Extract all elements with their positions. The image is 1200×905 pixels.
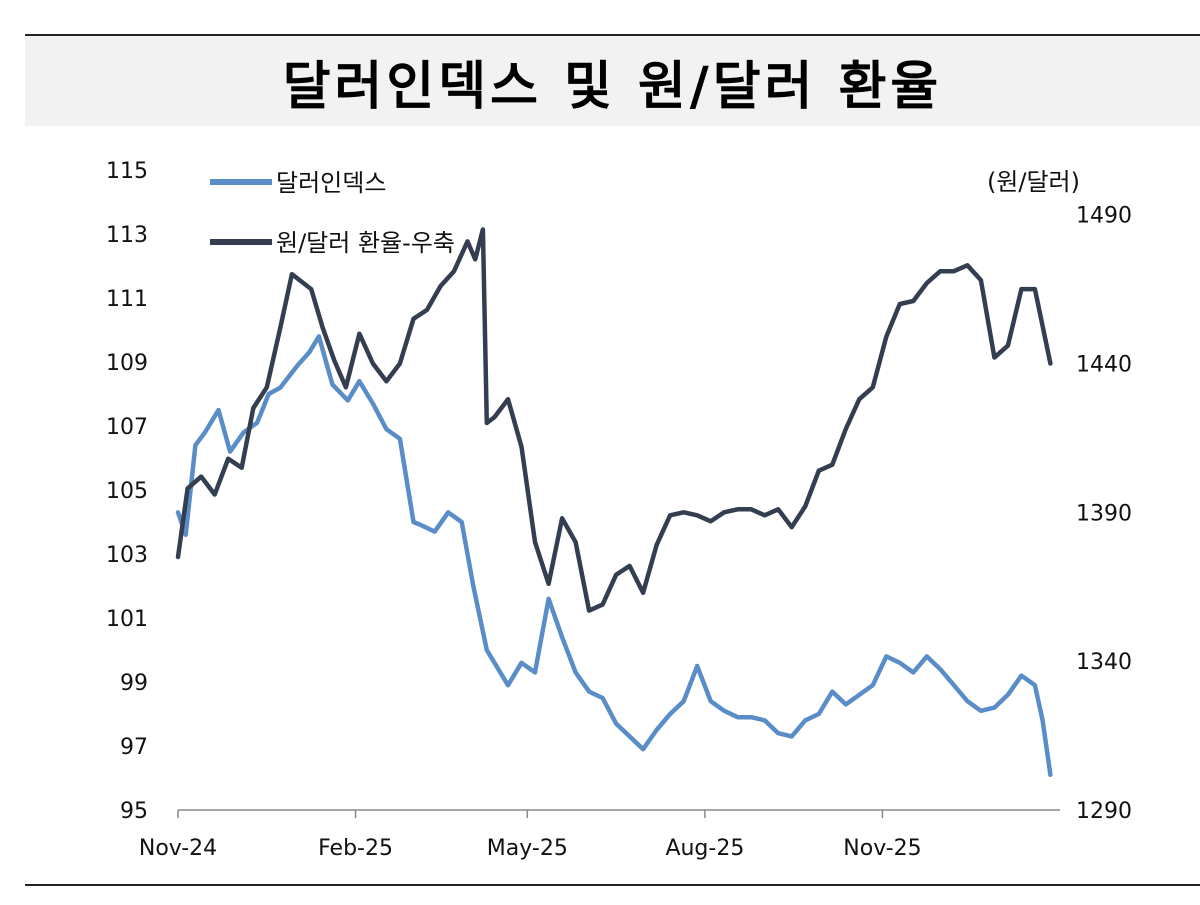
- y-left-tick-label: 113: [106, 223, 148, 248]
- bottom-rule: [25, 884, 1200, 886]
- legend-label: 원/달러 환율-우축: [276, 229, 455, 257]
- y-right-unit-label: (원/달러): [987, 168, 1080, 196]
- y-right-tick-label: 1290: [1076, 799, 1132, 824]
- series-line-krw-usd: [175, 227, 1053, 613]
- y-right-tick-label: 1340: [1076, 650, 1132, 675]
- series-line-dollar-index: [175, 334, 1053, 778]
- x-tick-label: Nov-24: [139, 836, 217, 861]
- y-left-tick-label: 111: [106, 287, 148, 312]
- y-left-tick-label: 95: [120, 799, 148, 824]
- x-tick-label: May-25: [487, 836, 568, 861]
- y-left-tick-label: 97: [120, 735, 148, 760]
- y-left-tick-label: 99: [120, 671, 148, 696]
- y-left-tick-label: 109: [106, 351, 148, 376]
- y-right-tick-label: 1440: [1076, 352, 1132, 377]
- y-right-tick-label: 1390: [1076, 501, 1132, 526]
- x-tick-label: Feb-25: [318, 836, 393, 861]
- y-right-tick-label: 1490: [1076, 204, 1132, 229]
- x-tick-label: Aug-25: [665, 836, 744, 861]
- y-left-tick-label: 101: [106, 607, 148, 632]
- top-rule: [25, 34, 1200, 36]
- chart-title: 달러인덱스 및 원/달러 환율: [282, 55, 943, 117]
- y-left-tick-label: 103: [106, 543, 148, 568]
- title-band: 달러인덱스 및 원/달러 환율: [25, 36, 1200, 126]
- legend-label: 달러인덱스: [276, 169, 386, 197]
- y-left-tick-label: 115: [106, 159, 148, 184]
- y-left-tick-label: 105: [106, 479, 148, 504]
- y-left-tick-label: 107: [106, 415, 148, 440]
- x-tick-label: Nov-25: [843, 836, 921, 861]
